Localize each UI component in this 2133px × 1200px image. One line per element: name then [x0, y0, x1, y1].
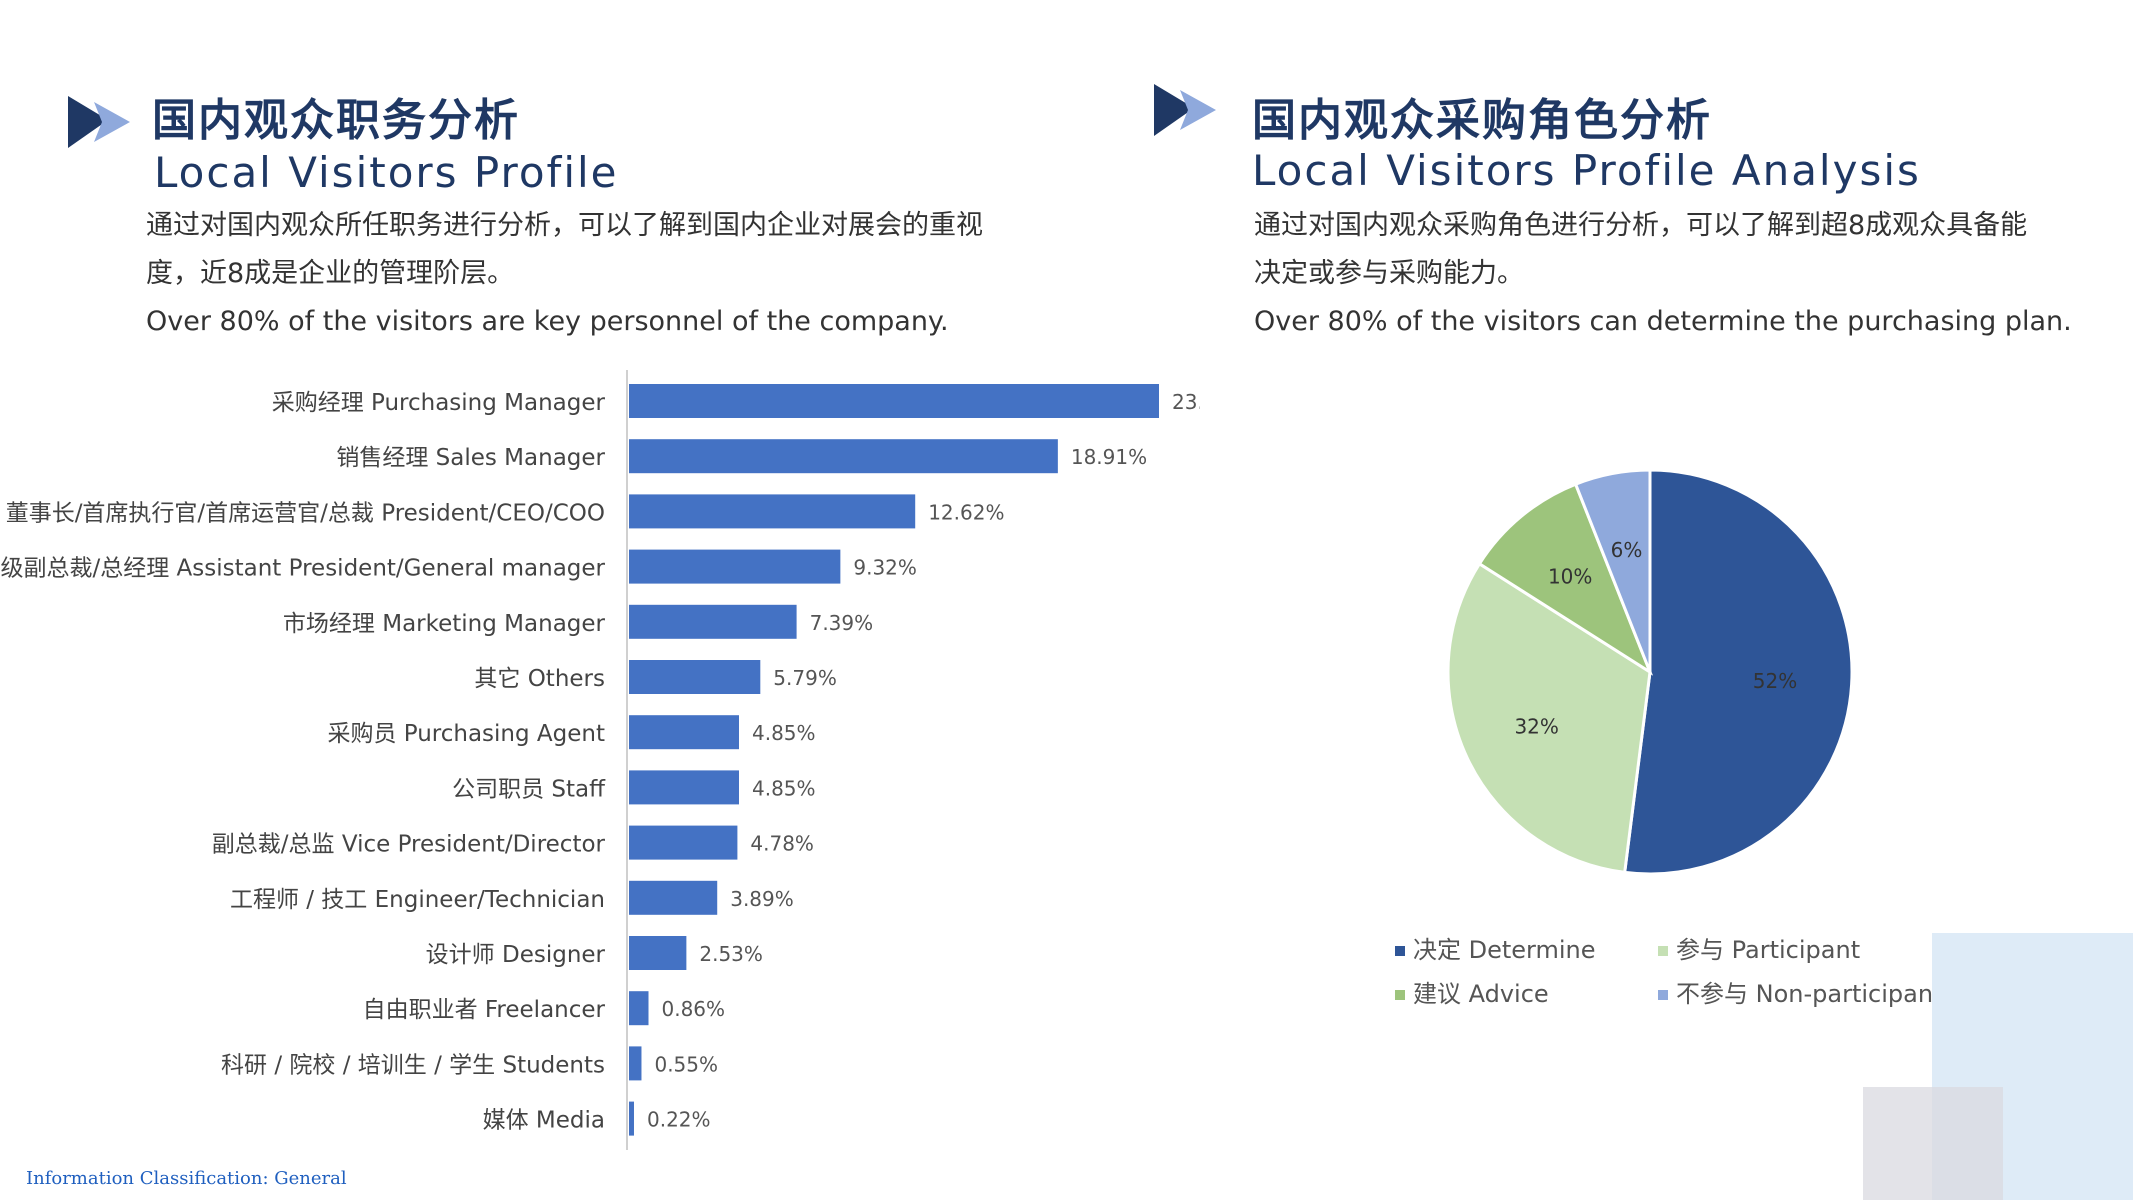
- pie-slice-label: 32%: [1514, 714, 1558, 738]
- bar-category-label: 科研 / 院校 / 培训生 / 学生 Students: [221, 1052, 605, 1078]
- bar-category-label: 采购经理 Purchasing Manager: [272, 390, 606, 416]
- left-desc-cn-line2: 度，近8成是企业的管理阶层。: [146, 258, 515, 289]
- footer-classification: Information Classification: General: [26, 1168, 347, 1189]
- legend-item-determine: 决定 Determine: [1395, 930, 1596, 965]
- right-desc-cn-line1: 通过对国内观众采购角色进行分析，可以了解到超8成观众具备能: [1254, 210, 2028, 241]
- bar-value-label: 23.37%: [1172, 390, 1200, 414]
- bar: [629, 384, 1159, 418]
- bar-category-label: 高级副总裁/总经理 Assistant President/General ma…: [0, 556, 606, 582]
- bar: [629, 1046, 642, 1081]
- bar-value-label: 3.89%: [730, 887, 794, 911]
- pie-slice-label: 10%: [1548, 565, 1592, 589]
- bar-category-label: 采购员 Purchasing Agent: [327, 721, 605, 747]
- legend-label: 参与 Participant: [1676, 936, 1861, 964]
- bar-value-label: 18.91%: [1071, 445, 1147, 469]
- legend-item-advice: 建议 Advice: [1395, 974, 1549, 1009]
- bar-category-label: 副总裁/总监 Vice President/Director: [212, 832, 606, 858]
- pie-slice-label: 6%: [1611, 538, 1643, 562]
- legend-swatch: [1395, 990, 1405, 1000]
- bar-category-label: 销售经理 Sales Manager: [336, 445, 605, 471]
- bar: [629, 549, 841, 584]
- bar: [629, 880, 718, 915]
- bar: [629, 494, 916, 529]
- bar: [629, 1101, 634, 1136]
- chevron-arrow-icon: [68, 96, 130, 148]
- bar-category-label: 自由职业者 Freelancer: [363, 997, 606, 1023]
- bar: [629, 715, 739, 750]
- left-title-cn: 国内观众职务分析: [152, 95, 520, 146]
- left-desc-en: Over 80% of the visitors are key personn…: [146, 306, 949, 337]
- bar-category-label: 公司职员 Staff: [452, 776, 606, 802]
- bar: [629, 439, 1058, 474]
- legend-item-non-participant: 不参与 Non-participant: [1658, 974, 1942, 1009]
- bar: [629, 660, 761, 694]
- legend-item-participant: 参与 Participant: [1658, 930, 1860, 965]
- bar-value-label: 2.53%: [699, 942, 763, 966]
- bar: [629, 936, 687, 970]
- bar-value-label: 4.85%: [752, 776, 816, 800]
- left-desc-cn-line1: 通过对国内观众所任职务进行分析，可以了解到国内企业对展会的重视: [146, 210, 983, 241]
- bar: [629, 991, 649, 1026]
- job-title-bar-chart: 采购经理 Purchasing Manager 23.37% 销售经理 Sales …: [0, 370, 1200, 1150]
- right-title-cn: 国内观众采购角色分析: [1252, 95, 1712, 146]
- bar-value-label: 0.86%: [662, 997, 726, 1021]
- decorative-square-small: [1863, 1087, 2003, 1200]
- purchasing-role-pie-chart: 52% 32% 10% 6%: [1446, 468, 1854, 876]
- left-title-en: Local Visitors Profile: [154, 148, 619, 197]
- legend-swatch: [1395, 946, 1405, 956]
- bar-value-label: 5.79%: [773, 666, 837, 690]
- right-title-en: Local Visitors Profile Analysis: [1252, 146, 1921, 195]
- legend-label: 不参与 Non-participant: [1676, 980, 1943, 1008]
- pie-slice: [1573, 468, 1652, 673]
- bar-category-label: 董事长/首席执行官/首席运营官/总裁 President/CEO/COO: [6, 500, 605, 526]
- legend-label: 决定 Determine: [1413, 936, 1596, 964]
- legend-label: 建议 Advice: [1413, 980, 1549, 1008]
- chevron-arrow-icon: [1154, 84, 1216, 136]
- bar: [629, 770, 739, 805]
- bar-value-label: 4.78%: [750, 832, 814, 856]
- left-description: 通过对国内观众所任职务进行分析，可以了解到国内企业对展会的重视 度，近8成是企业…: [146, 202, 1026, 346]
- pie-slice: [1477, 482, 1654, 676]
- legend-swatch: [1658, 990, 1668, 1000]
- bar-value-label: 9.32%: [853, 556, 917, 580]
- bar-value-label: 12.62%: [928, 500, 1004, 524]
- bar-value-label: 4.85%: [752, 721, 816, 745]
- pie-slice: [1623, 468, 1854, 876]
- bar-category-label: 媒体 Media: [483, 1108, 605, 1134]
- bar-category-label: 工程师 / 技工 Engineer/Technician: [230, 887, 605, 913]
- bar-value-label: 7.39%: [810, 611, 874, 635]
- bar-category-label: 设计师 Designer: [426, 942, 606, 968]
- bar-category-label: 其它 Others: [474, 666, 605, 692]
- bar: [629, 825, 738, 860]
- bar-category-label: 市场经理 Marketing Manager: [283, 611, 606, 637]
- bar-value-label: 0.22%: [647, 1108, 711, 1132]
- bar: [629, 604, 797, 639]
- right-description: 通过对国内观众采购角色进行分析，可以了解到超8成观众具备能 决定或参与采购能力。…: [1254, 202, 2114, 346]
- right-desc-cn-line2: 决定或参与采购能力。: [1254, 258, 1524, 289]
- right-desc-en: Over 80% of the visitors can determine t…: [1254, 306, 2072, 337]
- pie-slice-label: 52%: [1753, 669, 1797, 693]
- bar-value-label: 0.55%: [654, 1052, 718, 1076]
- legend-swatch: [1658, 946, 1668, 956]
